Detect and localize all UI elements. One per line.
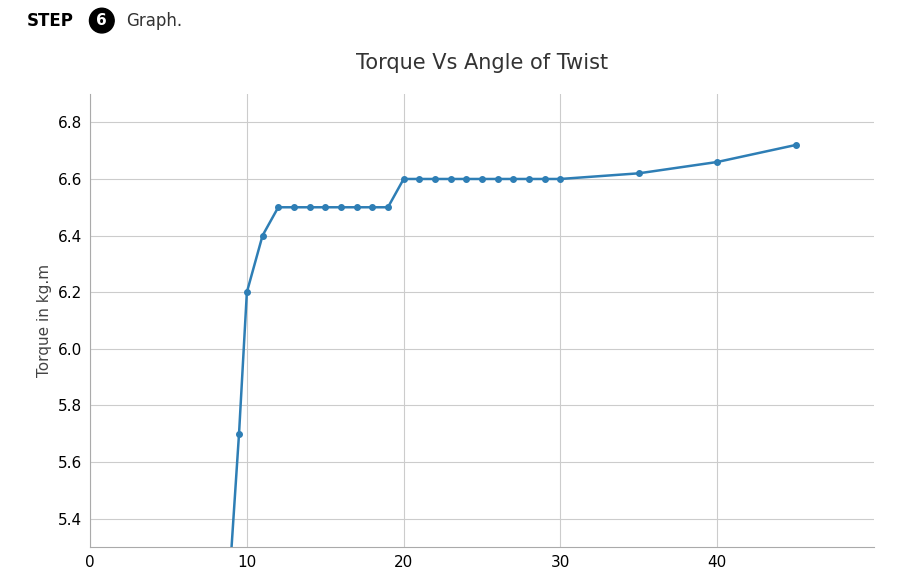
Text: 6: 6: [96, 13, 107, 28]
Text: STEP: STEP: [27, 12, 74, 29]
Title: Torque Vs Angle of Twist: Torque Vs Angle of Twist: [356, 53, 608, 73]
Y-axis label: Torque in kg.m: Torque in kg.m: [37, 264, 52, 377]
Text: Graph.: Graph.: [126, 12, 182, 29]
